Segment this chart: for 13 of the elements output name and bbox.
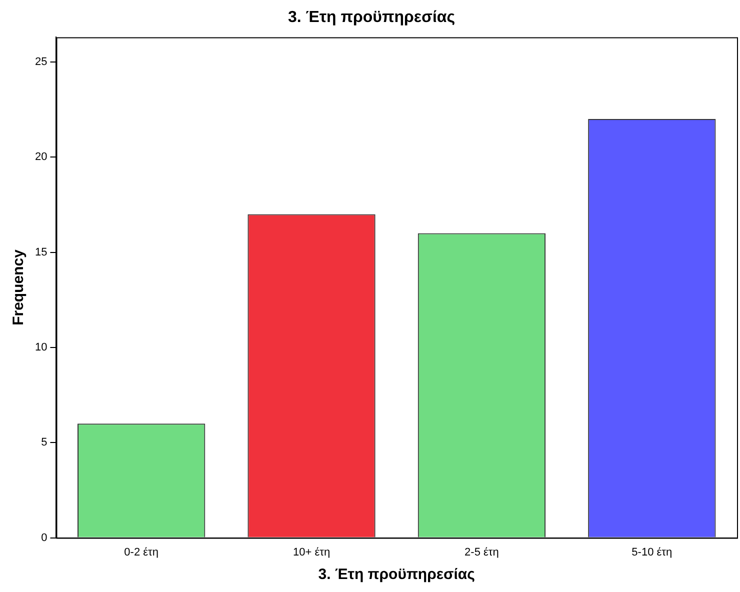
x-tick-label: 0-2 έτη — [124, 546, 158, 558]
y-axis-title: Frequency — [10, 248, 28, 326]
y-tick-label: 25 — [34, 56, 48, 68]
chart-title: 3. Έτη προϋπηρεσίας — [288, 9, 456, 26]
y-tick-label: 5 — [41, 436, 48, 449]
x-tick-label: 2-5 έτη — [464, 546, 499, 558]
x-tick-label: 10+ έτη — [292, 546, 330, 558]
y-tick-label: 0 — [41, 532, 48, 544]
x-axis-title: 3. Έτη προϋπηρεσίας — [318, 566, 476, 584]
x-tick-label: 5-10 έτη — [632, 546, 672, 558]
y-tick-label: 20 — [34, 151, 48, 164]
y-tick-label: 15 — [34, 246, 48, 258]
y-tick-label: 10 — [34, 341, 48, 354]
